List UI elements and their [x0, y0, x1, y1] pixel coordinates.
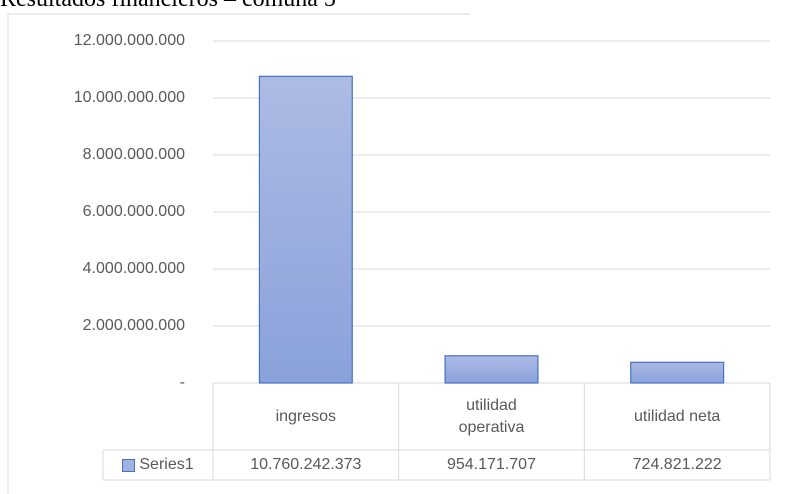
category-label: utilidad neta [584, 383, 770, 450]
cell-text: ingresos [275, 407, 337, 425]
y-tick-label: 12.000.000.000 [74, 32, 185, 49]
y-tick-label: 2.000.000.000 [83, 317, 185, 334]
category-label: utilidad operativa [399, 383, 585, 450]
y-tick-label: - [180, 374, 185, 391]
y-tick-label: 4.000.000.000 [83, 260, 185, 277]
cell-text: 10.760.242.373 [250, 456, 362, 473]
cell-text: 724.821.222 [632, 456, 722, 473]
y-tick-label: 6.000.000.000 [83, 203, 185, 220]
cell-text: utilidad neta [634, 407, 721, 425]
bar [444, 355, 539, 384]
value-label: 724.821.222 [584, 450, 770, 480]
cell-text: utilidad operativa [458, 396, 525, 436]
legend-key [122, 458, 136, 472]
y-tick-label: 8.000.000.000 [83, 146, 185, 163]
bar [258, 75, 353, 384]
chart-title: Resultados financieros – comuna 5 [0, 0, 336, 13]
legend-label: Series1 [139, 456, 194, 473]
bar [630, 361, 725, 384]
chart-frame [7, 13, 470, 494]
y-tick-label: 10.000.000.000 [74, 89, 185, 106]
value-label: 954.171.707 [399, 450, 585, 480]
value-label: 10.760.242.373 [213, 450, 399, 480]
cell-text: 954.171.707 [446, 456, 536, 473]
legend-entry: Series1 [103, 450, 213, 480]
category-label: ingresos [213, 383, 399, 450]
